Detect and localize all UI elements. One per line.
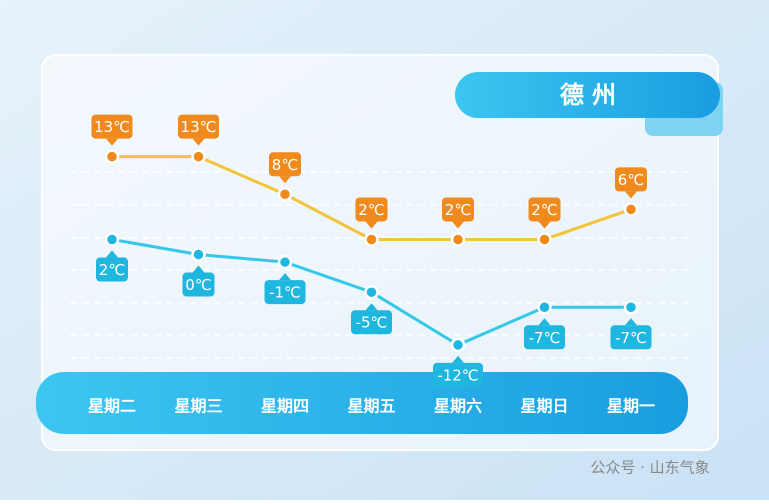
data-point — [191, 247, 206, 262]
value-label-box — [178, 114, 219, 139]
value-label-pointer — [625, 318, 637, 326]
value-label: -12℃ — [437, 366, 478, 384]
value-label: -5℃ — [356, 314, 388, 332]
value-label: -7℃ — [529, 329, 561, 347]
data-point — [277, 254, 293, 270]
value-label: 2℃ — [99, 261, 125, 279]
value-label-pointer — [365, 303, 378, 311]
data-point — [450, 232, 466, 247]
value-label: 2℃ — [358, 201, 384, 219]
value-label-pointer — [279, 176, 291, 184]
value-label: 0℃ — [185, 276, 211, 294]
value-label: 13℃ — [94, 118, 130, 136]
value-label-box — [264, 280, 306, 305]
data-point — [191, 149, 206, 164]
value-label-pointer — [538, 318, 551, 326]
x-tick-label: 星期五 — [347, 397, 395, 416]
value-label-box — [610, 325, 652, 350]
value-label-pointer — [279, 273, 291, 281]
value-label: 2℃ — [445, 201, 471, 219]
value-label-box — [351, 310, 392, 335]
value-label-pointer — [106, 250, 118, 258]
value-label-box — [96, 257, 128, 282]
value-label: 2℃ — [531, 201, 557, 219]
chart-title: 德州 — [560, 81, 624, 109]
data-point — [364, 284, 379, 300]
value-label-box — [433, 362, 483, 387]
value-label: -7℃ — [615, 329, 647, 347]
value-label: -1℃ — [269, 284, 301, 302]
value-label: 6℃ — [618, 171, 644, 189]
panel — [41, 54, 719, 451]
value-label-pointer — [192, 265, 205, 273]
value-label-pointer — [625, 191, 637, 199]
value-label-pointer — [192, 138, 205, 146]
value-label-box — [524, 325, 565, 350]
value-label-pointer — [452, 221, 464, 229]
value-label-pointer — [365, 221, 378, 229]
title-tab — [455, 72, 720, 118]
x-tick-label: 星期日 — [520, 397, 568, 416]
x-tick-label: 星期二 — [88, 397, 136, 416]
data-point — [623, 300, 639, 315]
data-point — [104, 149, 120, 164]
value-label-box — [355, 197, 388, 222]
data-point — [623, 202, 639, 217]
value-label-box — [91, 114, 133, 139]
value-label-pointer — [538, 221, 551, 229]
value-label-box — [528, 197, 561, 222]
data-point — [364, 232, 379, 247]
decor-lines — [70, 171, 690, 359]
x-tick-label: 星期一 — [607, 397, 655, 416]
watermark: 公众号 · 山东气象 — [590, 459, 709, 477]
value-label-box — [269, 152, 301, 177]
data-point — [537, 300, 552, 315]
x-tick-label: 星期三 — [174, 397, 222, 416]
value-label-box — [442, 197, 474, 222]
x-tick-label: 星期四 — [261, 397, 309, 416]
value-label-box — [182, 272, 215, 297]
value-label-pointer — [106, 138, 118, 146]
x-tick-label: 星期六 — [434, 397, 482, 416]
data-point — [537, 232, 552, 247]
data-point — [450, 337, 466, 353]
value-label: 13℃ — [181, 118, 217, 136]
value-label-pointer — [452, 355, 464, 363]
data-point — [104, 232, 120, 247]
data-point — [277, 187, 293, 202]
day-band — [36, 372, 688, 434]
value-label-box — [615, 167, 647, 192]
value-label: 8℃ — [272, 156, 298, 174]
